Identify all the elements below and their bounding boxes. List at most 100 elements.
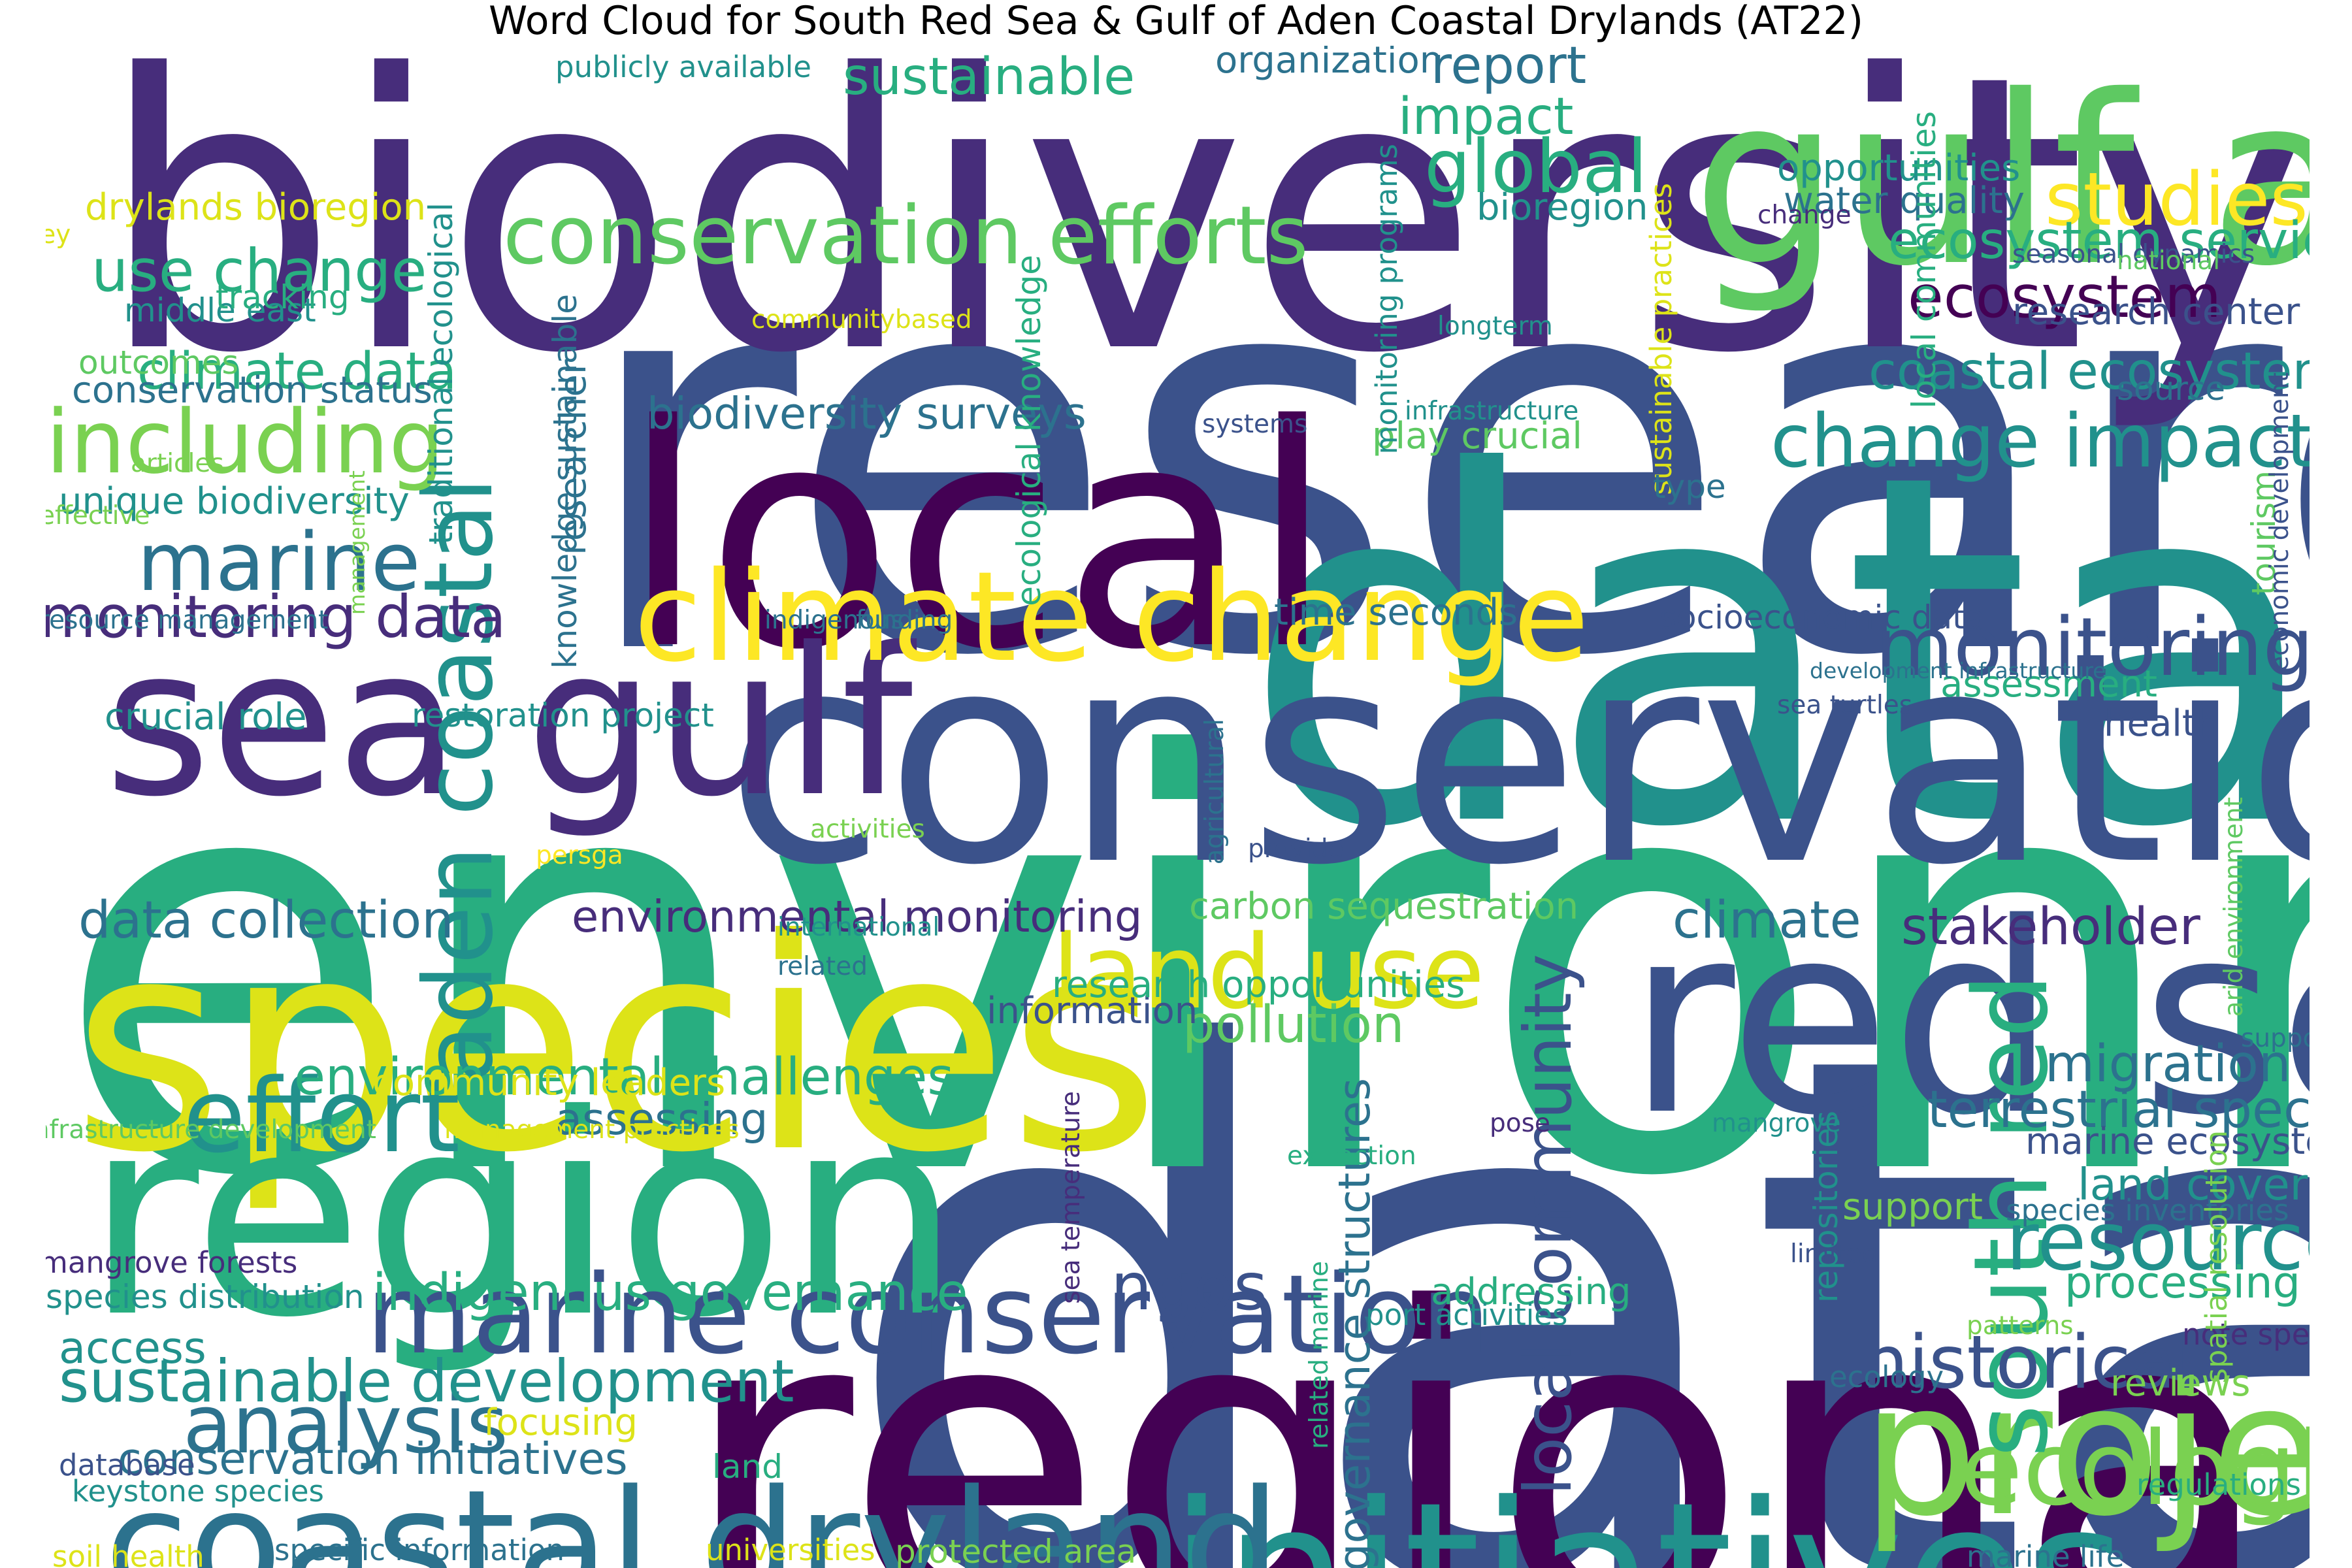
cloud-word: studies — [2045, 157, 2308, 242]
cloud-word: marine — [137, 516, 421, 610]
cloud-word: climate change — [634, 545, 1590, 689]
cloud-word: land — [712, 1448, 783, 1486]
cloud-word: pollution — [1183, 996, 1405, 1054]
cloud-word: support — [1842, 1186, 1984, 1228]
cloud-word: land use — [1052, 913, 1485, 1032]
cloud-word: organization — [1215, 46, 1443, 82]
cloud-word: keystone species — [72, 1474, 324, 1509]
cloud-word: economic development — [2265, 372, 2295, 672]
cloud-word: local — [621, 360, 1335, 717]
cloud-word: mangrove — [1712, 1109, 1841, 1138]
cloud-word: crucial role — [105, 696, 307, 738]
cloud-word: source — [2117, 370, 2226, 408]
cloud-word: ecosystem services — [1888, 212, 2310, 270]
cloud-word: reviews — [2110, 1362, 2251, 1405]
cloud-word: research — [575, 145, 2310, 774]
cloud-word: gulf aden — [1692, 46, 2310, 318]
cloud-word: regional — [679, 1219, 2310, 1568]
cloud-word: monitoring programs — [1369, 144, 1404, 455]
cloud-word: region — [85, 1055, 961, 1378]
cloud-word: ecosystem — [1908, 263, 2221, 331]
cloud-word: provide — [1248, 834, 1344, 864]
cloud-word: articles — [131, 449, 224, 478]
cloud-word: sea turtles — [1777, 691, 1913, 720]
cloud-word: publicly available — [555, 50, 811, 84]
cloud-word: species inventories — [2006, 1193, 2289, 1228]
cloud-word: assessing — [555, 1094, 768, 1145]
cloud-word: universities — [706, 1533, 875, 1567]
cloud-word: addressing — [1431, 1271, 1631, 1313]
cloud-word: biodiversity surveys — [647, 388, 1086, 439]
cloud-word: marine life — [1967, 1539, 2125, 1568]
cloud-word: seasonal dynamics — [2012, 240, 2255, 269]
cloud-word: related — [777, 952, 868, 981]
cloud-word: middle east — [124, 291, 316, 329]
cloud-word: red sea — [1627, 867, 2310, 1173]
cloud-word: socioeconomic data — [1659, 598, 1985, 636]
cloud-word: international — [777, 913, 940, 942]
cloud-word: ecology — [1829, 1360, 1944, 1394]
cloud-word: sea temperature — [1056, 1091, 1086, 1304]
cloud-word: management — [344, 470, 370, 615]
cloud-word: ecological — [1960, 1409, 2310, 1528]
cloud-word: arid environment — [2219, 797, 2249, 1017]
cloud-word: effort — [183, 1056, 461, 1175]
cloud-word: patterns — [1967, 1311, 2074, 1341]
cloud-word: conservation — [725, 590, 2310, 929]
cloud-word: longterm — [1437, 312, 1553, 341]
cloud-word: climate data — [137, 342, 457, 401]
cloud-word: change — [1757, 201, 1852, 230]
cloud-word: bioregion — [1477, 186, 1648, 229]
cloud-word: specific information — [274, 1533, 565, 1567]
cloud-word: including — [46, 391, 445, 493]
cloud-word: historical — [1862, 1320, 2197, 1405]
cloud-word: mangrove forests — [46, 1245, 298, 1280]
cloud-word: migration — [2045, 1035, 2291, 1094]
cloud-word: conservation initiatives — [118, 1433, 628, 1484]
cloud-word: note specific — [2182, 1317, 2310, 1352]
cloud-word: related marine — [1305, 1261, 1334, 1449]
cloud-word: pose — [1490, 1109, 1550, 1138]
cloud-word: marine conservation — [366, 1252, 1491, 1379]
cloud-word: data collection — [78, 891, 454, 950]
cloud-word: indigenous governance — [372, 1264, 968, 1322]
cloud-word: effective — [46, 501, 150, 531]
cloud-word: conservation efforts — [503, 189, 1309, 283]
cloud-word: biodiversity — [98, 46, 2310, 436]
cloud-word: database — [59, 1448, 195, 1482]
cloud-word: sustainable development — [59, 1347, 794, 1415]
cloud-word: communitybased — [751, 305, 972, 335]
cloud-word: indigenous — [764, 606, 904, 635]
cloud-word: tracking — [216, 278, 350, 316]
cloud-word: sustainable practices — [1644, 183, 1678, 495]
cloud-word: carbon sequestration — [1189, 885, 1579, 928]
cloud-word: information — [987, 990, 1198, 1032]
figure-title: Word Cloud for South Red Sea & Gulf of A… — [488, 0, 1864, 44]
cloud-word: infrastructure — [1405, 397, 1579, 426]
cloud-word: impact — [1398, 88, 1574, 146]
cloud-word: national — [2117, 246, 2221, 276]
cloud-word: land cover — [2078, 1159, 2308, 1210]
cloud-word: persga — [536, 841, 623, 870]
cloud-word: research center — [2012, 291, 2300, 333]
cloud-word: traditional ecological — [422, 203, 460, 545]
cloud-word: soil health — [52, 1539, 204, 1568]
cloud-word: climate — [1673, 891, 1861, 950]
cloud-word: activities — [810, 815, 925, 844]
cloud-word: community leaders — [372, 1062, 726, 1104]
cloud-word: extraction — [1287, 1141, 1416, 1171]
cloud-word: dataset — [1241, 372, 2310, 932]
cloud-word: use change — [91, 237, 427, 304]
cloud-word: spatial resolution — [2199, 1130, 2234, 1384]
cloud-word: protected area — [895, 1533, 1137, 1568]
cloud-word: limited — [1790, 1239, 1878, 1269]
cloud-word: funding — [856, 606, 953, 635]
cloud-word: monitoring data — [46, 583, 506, 651]
cloud-word: assessment — [1940, 663, 2157, 706]
cloud-word: change impacts — [1771, 399, 2310, 484]
cloud-word: ecological knowledge — [1010, 255, 1048, 606]
cloud-word: restoration project — [412, 696, 714, 734]
cloud-word: play crucial — [1372, 415, 1582, 457]
